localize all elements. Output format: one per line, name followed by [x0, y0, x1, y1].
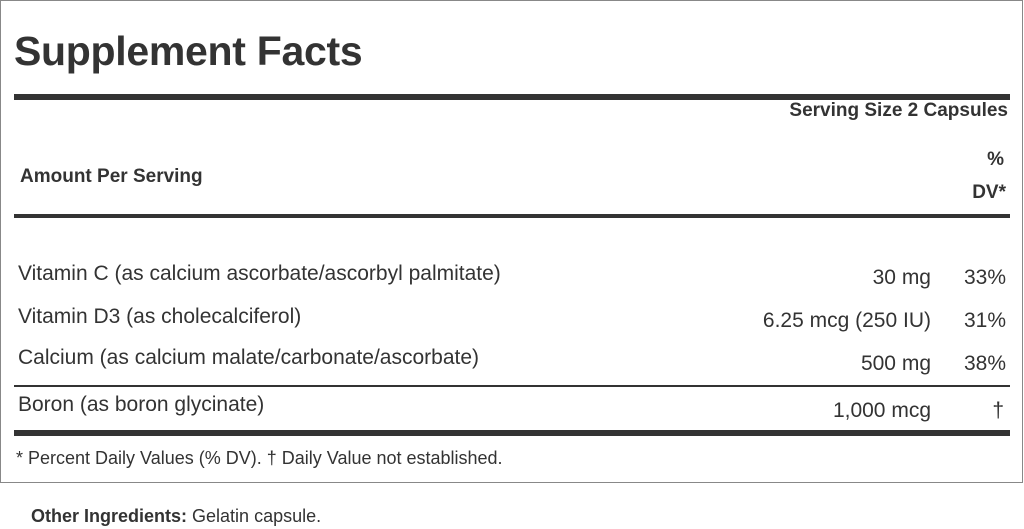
nutrient-dv: †: [992, 399, 1004, 422]
nutrient-amount: 6.25 mcg (250 IU): [762, 309, 931, 332]
nutrient-name: Vitamin D3 (as cholecalciferol): [18, 305, 302, 328]
nutrient-dv: 33%: [963, 266, 1006, 289]
nutrient-amount: 1,000 mcg: [832, 399, 931, 422]
other-ingredients-value: Gelatin capsule.: [192, 506, 322, 526]
thick-divider: [14, 94, 1010, 100]
nutrient-dv: 38%: [963, 352, 1006, 375]
footnote: * Percent Daily Values (% DV). † Daily V…: [16, 448, 503, 468]
nutrient-dv: 31%: [963, 309, 1006, 332]
amount-per-serving-label: Amount Per Serving: [20, 166, 203, 187]
nutrient-amount: 30 mg: [872, 266, 931, 289]
nutrient-amount: 500 mg: [860, 352, 931, 375]
thin-divider: [14, 385, 1010, 387]
serving-size: Serving Size 2 Capsules: [789, 100, 1008, 121]
panel-title: Supplement Facts: [14, 28, 363, 74]
dv-header-dv: DV*: [972, 182, 1006, 203]
other-ingredients: Other Ingredients: Gelatin capsule.: [31, 506, 321, 527]
nutrient-name: Vitamin C (as calcium ascorbate/ascorbyl…: [18, 262, 501, 285]
nutrient-name: Boron (as boron glycinate): [18, 393, 265, 416]
nutrient-name: Calcium (as calcium malate/carbonate/asc…: [18, 346, 480, 369]
other-ingredients-label: Other Ingredients:: [31, 506, 188, 526]
supplement-facts-panel: [0, 0, 1023, 483]
dv-header-percent: %: [987, 149, 1004, 170]
header-divider: [14, 214, 1010, 218]
thick-divider: [14, 430, 1010, 436]
